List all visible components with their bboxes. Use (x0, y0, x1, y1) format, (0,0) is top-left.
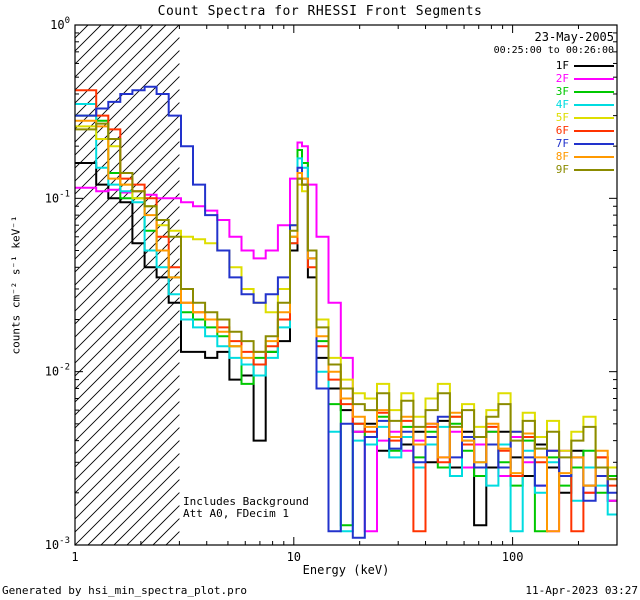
legend-line-swatch (574, 64, 614, 67)
legend-item-1f: 1F (556, 59, 614, 72)
legend-line-swatch (574, 77, 614, 80)
legend-line-swatch (574, 155, 614, 158)
legend-item-6f: 6F (556, 124, 614, 137)
legend-item-7f: 7F (556, 137, 614, 150)
svg-text:1: 1 (71, 550, 78, 564)
legend-label: 6F (555, 124, 569, 137)
legend-label: 8F (555, 150, 569, 163)
legend-item-3f: 3F (556, 85, 614, 98)
legend-item-9f: 9F (556, 163, 614, 176)
svg-text:100: 100 (502, 550, 524, 564)
legend-label: 9F (555, 163, 569, 176)
legend-label: 3F (555, 85, 569, 98)
legend-item-5f: 5F (556, 111, 614, 124)
y-axis-label: counts cm⁻² s⁻¹ keV⁻¹ (9, 215, 23, 355)
generated-by-text: Generated by hsi_min_spectra_plot.pro (2, 584, 248, 597)
legend-item-4f: 4F (556, 98, 614, 111)
render-timestamp: 11-Apr-2023 03:27 (525, 584, 638, 597)
page-title: Count Spectra for RHESSI Front Segments (157, 4, 483, 19)
legend-item-8f: 8F (556, 150, 614, 163)
background-note: Includes Background (183, 495, 309, 508)
legend-label: 1F (555, 59, 569, 72)
legend-line-swatch (574, 90, 614, 93)
legend: 1F 2F 3F 4F 5F 6F 7F 8F 9F (556, 59, 614, 176)
legend-label: 5F (555, 111, 569, 124)
legend-line-swatch (574, 168, 614, 171)
legend-label: 7F (555, 137, 569, 150)
attenuator-note: Att A0, FDecim 1 (183, 507, 289, 520)
legend-label: 4F (555, 98, 569, 111)
legend-item-2f: 2F (556, 72, 614, 85)
legend-line-swatch (574, 142, 614, 145)
legend-line-swatch (574, 129, 614, 132)
legend-line-swatch (574, 103, 614, 106)
svg-text:10-2: 10-2 (45, 363, 70, 379)
x-axis-label: Energy (keV) (302, 563, 390, 577)
svg-text:100: 100 (50, 16, 70, 32)
date-annotation: 23-May-2005 (534, 30, 614, 44)
svg-text:10: 10 (287, 550, 301, 564)
svg-text:10-3: 10-3 (45, 536, 70, 552)
time-range-annotation: 00:25:00 to 00:26:00 (493, 45, 614, 56)
legend-label: 2F (555, 72, 569, 85)
legend-line-swatch (574, 116, 614, 119)
svg-text:10-1: 10-1 (45, 189, 70, 205)
